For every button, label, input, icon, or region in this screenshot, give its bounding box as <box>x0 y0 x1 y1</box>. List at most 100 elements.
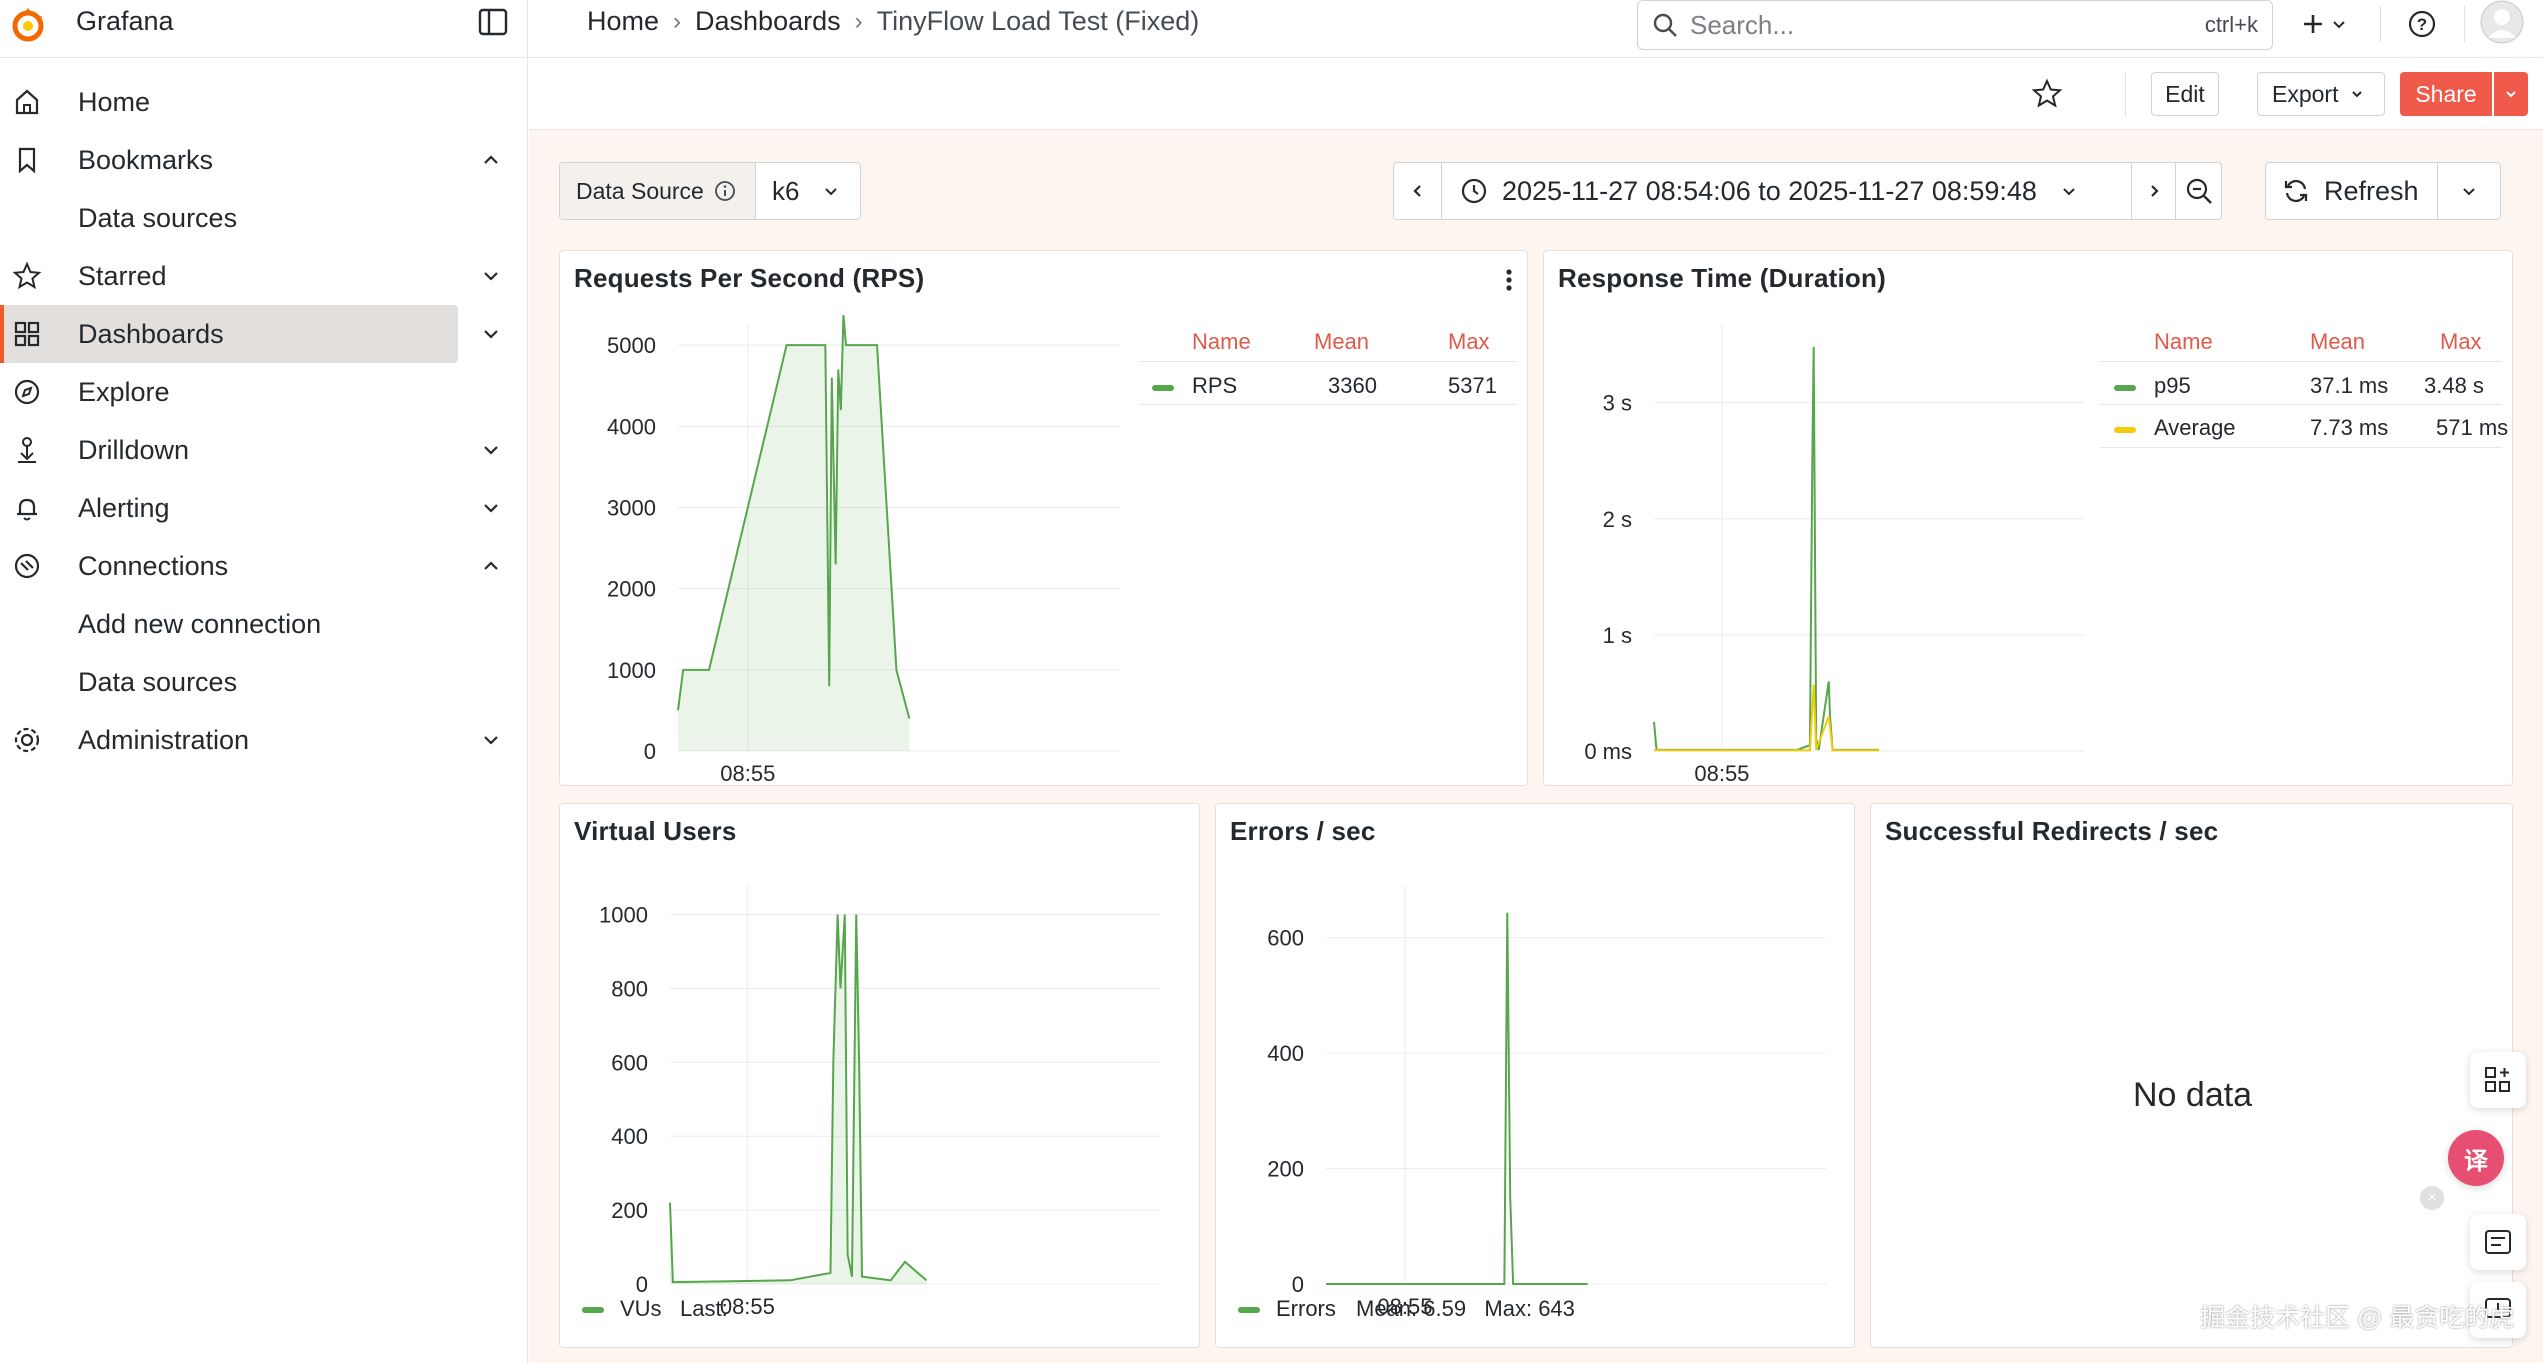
sidebar-item-label: Explore <box>78 376 170 407</box>
legend-header-max[interactable]: Max <box>1448 329 1490 354</box>
floating-apps-button[interactable] <box>2470 1052 2526 1108</box>
legend-row-name[interactable]: RPS <box>1192 373 1238 398</box>
share-button[interactable]: Share <box>2400 72 2492 116</box>
sidebar-item-starred[interactable]: Starred <box>0 247 498 305</box>
chevron-down-icon[interactable] <box>480 265 502 287</box>
time-forward-button[interactable] <box>2132 163 2176 219</box>
series-area-rps <box>678 315 910 751</box>
chevron-down-icon[interactable] <box>480 439 502 461</box>
refresh-button[interactable]: Refresh <box>2266 163 2438 219</box>
chevron-down-icon[interactable] <box>480 497 502 519</box>
y-tick-label: 5000 <box>607 333 656 358</box>
translate-icon: 译 <box>2464 1147 2488 1175</box>
y-tick-label: 400 <box>1267 1041 1304 1066</box>
sidebar-item-label: Alerting <box>78 492 170 523</box>
y-tick-label: 0 ms <box>1584 739 1632 764</box>
help-icon: ? <box>2408 10 2436 38</box>
sidebar-item-dashboards[interactable]: Dashboards <box>0 305 498 363</box>
legend-stats: Mean: 6.59 Max: 643 <box>1356 1296 1575 1321</box>
x-tick-label: 08:55 <box>1377 1294 1432 1319</box>
info-icon[interactable] <box>714 180 736 202</box>
y-tick-label: 1 s <box>1603 623 1632 648</box>
share-dropdown-button[interactable] <box>2494 72 2528 116</box>
chevron-down-icon[interactable] <box>480 323 502 345</box>
refresh-label: Refresh <box>2324 175 2419 206</box>
export-button[interactable]: Export <box>2257 72 2385 116</box>
legend-header-name[interactable]: Name <box>2154 329 2213 354</box>
series-line-vus <box>669 914 928 1284</box>
legend-row-name[interactable]: Average <box>2154 415 2236 440</box>
legend-name[interactable]: Errors <box>1276 1296 1336 1321</box>
sidebar-item-label: Drilldown <box>78 434 190 465</box>
compass-icon <box>14 379 40 405</box>
panel-redirects[interactable]: Successful Redirects / sec No data <box>1870 803 2513 1348</box>
sidebar-item-drilldown[interactable]: Drilldown <box>0 421 498 479</box>
panel-title: Errors / sec <box>1230 816 1376 846</box>
panel-rps[interactable]: Requests Per Second (RPS) 0 1000 2000 3000 4… <box>559 250 1528 786</box>
legend-name[interactable]: VUs <box>620 1296 662 1321</box>
export-label: Export <box>2272 80 2339 107</box>
sidebar-item-label: Connections <box>78 550 229 581</box>
sidebar-item-label: Administration <box>78 724 250 755</box>
gear-icon <box>14 727 40 753</box>
new-menu-button[interactable] <box>2296 6 2352 42</box>
translate-button[interactable]: 译 <box>2448 1130 2504 1186</box>
sidebar-item-administration[interactable]: Administration <box>0 711 498 769</box>
close-icon[interactable]: × <box>2420 1186 2444 1210</box>
grafana-logo-icon[interactable] <box>8 4 48 44</box>
sidebar-sub-data-sources[interactable]: Data sources <box>78 667 238 697</box>
duration-chart: 0 ms 1 s 2 s 3 s 08:55 <box>1584 323 2084 786</box>
top-bar: Grafana Home › Dashboards › TinyFlow Loa… <box>0 0 2543 58</box>
legend-header-mean[interactable]: Mean <box>1314 329 1370 354</box>
sidebar-item-explore[interactable]: Explore <box>0 363 458 421</box>
series-line-p95 <box>1653 346 1880 751</box>
dashboard-main: Edit Export Share Data Source k6 2025-11… <box>529 58 2543 1363</box>
panel-menu-icon[interactable] <box>1504 267 1514 293</box>
sidebar-item-home[interactable]: Home <box>0 73 458 131</box>
sidebar-item-bookmarks[interactable]: Bookmarks <box>0 131 498 189</box>
chevron-down-icon[interactable] <box>480 729 502 751</box>
search-input[interactable]: Search... ctrl+k <box>1637 0 2273 50</box>
sidebar-sub-data-sources[interactable]: Data sources <box>78 203 238 233</box>
y-tick-label: 2 s <box>1603 507 1632 532</box>
refresh-interval-dropdown[interactable] <box>2438 163 2500 219</box>
legend-header-mean[interactable]: Mean <box>2310 329 2366 354</box>
datasource-select[interactable]: k6 <box>756 163 860 219</box>
star-icon[interactable] <box>2031 78 2063 110</box>
breadcrumb-dashboards[interactable]: Dashboards <box>695 6 841 36</box>
legend-row-name[interactable]: p95 <box>2154 373 2191 398</box>
chevron-up-icon[interactable] <box>480 149 502 171</box>
series-line-rps <box>677 314 911 719</box>
panel-errors[interactable]: Errors / sec 0 200 400 600 08:55 Errors Mean… <box>1215 803 1855 1348</box>
breadcrumb-separator-icon: › <box>673 7 682 35</box>
legend-header-max[interactable]: Max <box>2440 329 2482 354</box>
panel-response-time[interactable]: Response Time (Duration) 0 ms 1 s 2 s 3 s 08… <box>1543 250 2513 786</box>
y-tick-label: 200 <box>1267 1157 1304 1182</box>
legend-swatch-rps <box>1152 385 1174 391</box>
sidebar-sub-add-new-connection[interactable]: Add new connection <box>78 609 322 639</box>
user-avatar[interactable] <box>2480 0 2524 44</box>
refresh-icon <box>2284 179 2308 203</box>
panel-title: Virtual Users <box>574 816 737 846</box>
dock-menu-icon[interactable] <box>478 8 508 36</box>
legend-divider <box>1140 404 1516 405</box>
series-line-average <box>1654 684 1880 752</box>
floating-feedback-button[interactable] <box>2470 1282 2526 1338</box>
sidebar-item-connections[interactable]: Connections <box>0 537 498 595</box>
legend-row-max: 5371 <box>1448 373 1497 398</box>
datasource-value: k6 <box>772 175 800 206</box>
time-range-button[interactable]: 2025-11-27 08:54:06 to 2025-11-27 08:59:… <box>1442 163 2132 219</box>
time-back-button[interactable] <box>1394 163 1442 219</box>
legend-header-name[interactable]: Name <box>1192 329 1251 354</box>
edit-button[interactable]: Edit <box>2151 72 2219 116</box>
vus-chart: 0 200 400 600 800 1000 08:55 <box>599 886 1160 1319</box>
floating-panel-button[interactable] <box>2470 1214 2526 1270</box>
zoom-out-button[interactable] <box>2176 163 2221 219</box>
sidebar-item-alerting[interactable]: Alerting <box>0 479 498 537</box>
legend-row-max: 571 ms <box>2436 415 2509 440</box>
panel-virtual-users[interactable]: Virtual Users 0 200 400 600 800 1000 08:55 VUs… <box>559 803 1200 1348</box>
chevron-up-icon[interactable] <box>480 555 502 577</box>
breadcrumb-home[interactable]: Home <box>587 6 660 36</box>
time-range-text: 2025-11-27 08:54:06 to 2025-11-27 08:59:… <box>1502 175 2037 206</box>
help-button[interactable]: ? <box>2404 6 2440 42</box>
